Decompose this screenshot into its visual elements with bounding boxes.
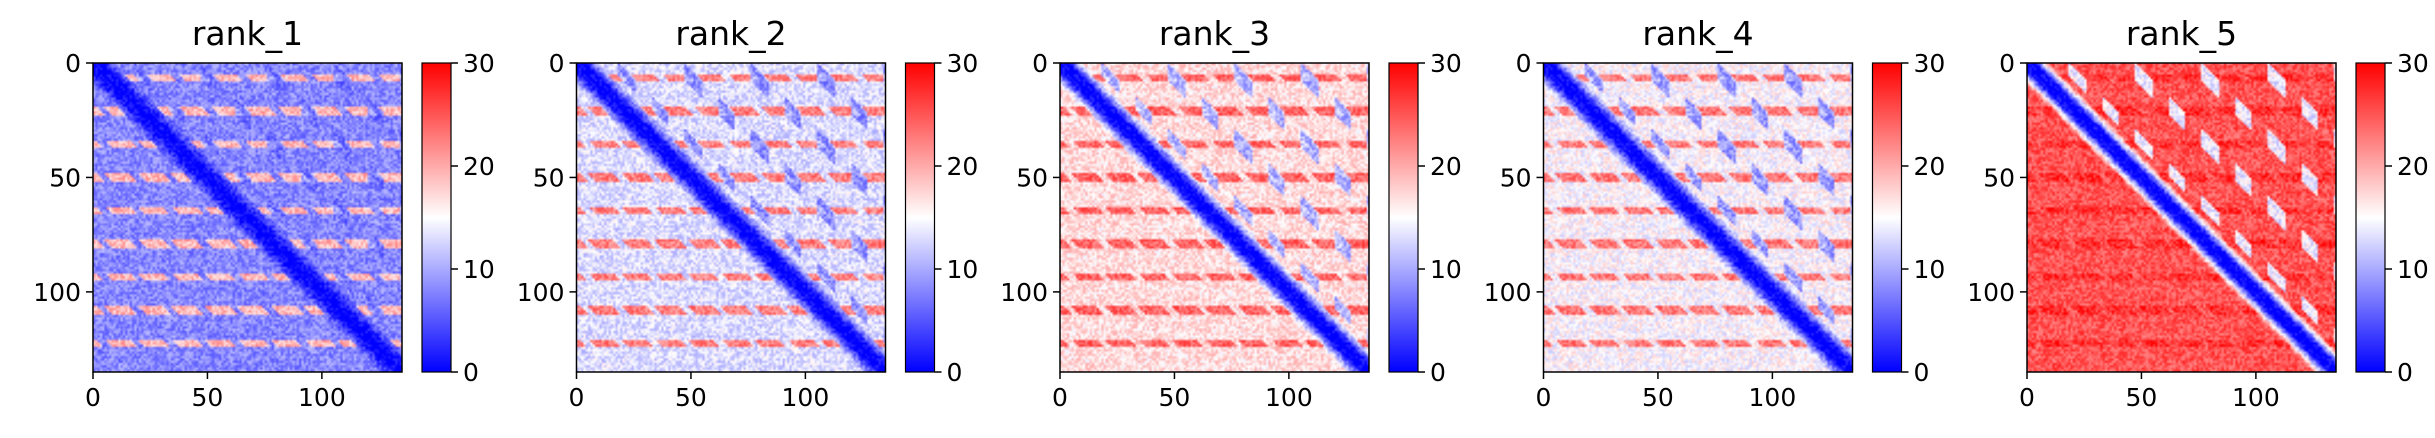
colorbar-tick-label: 30 xyxy=(463,49,495,78)
colorbar-tick-label: 0 xyxy=(947,358,963,387)
x-tick-label: 0 xyxy=(85,383,101,412)
x-tick-label: 100 xyxy=(1265,383,1313,412)
heatmap-panel-5: rank_5 0 50 100 0 50 100 0 10 20 30 xyxy=(1967,14,2429,412)
y-tick-label: 100 xyxy=(517,278,565,307)
colorbar-tick-label: 10 xyxy=(463,255,495,284)
chart-title: rank_3 xyxy=(1159,14,1270,53)
colorbar-tick-label: 0 xyxy=(1430,358,1446,387)
colorbar-gradient xyxy=(904,62,936,373)
heatmap-image xyxy=(1060,63,1369,372)
axes-frame xyxy=(92,62,403,373)
x-tick-label: 100 xyxy=(298,383,346,412)
colorbar-tick-label: 10 xyxy=(2397,255,2429,284)
heatmap-panel-2: rank_2 0 50 100 0 50 100 0 10 20 30 xyxy=(517,14,979,412)
colorbar-gradient xyxy=(421,62,452,373)
colorbar: 0 10 20 30 xyxy=(421,49,495,387)
colorbar-tick-label: 20 xyxy=(947,152,979,181)
colorbar-gradient xyxy=(2355,62,2386,373)
axes-frame xyxy=(1542,62,1854,373)
chart-title: rank_4 xyxy=(1642,14,1753,53)
x-tick-label: 100 xyxy=(1749,383,1797,412)
y-tick-label: 50 xyxy=(1983,163,2015,192)
colorbar: 0 10 20 30 xyxy=(2355,49,2429,387)
colorbar-tick-label: 0 xyxy=(463,358,479,387)
heatmap-image xyxy=(576,63,886,372)
y-tick-label: 0 xyxy=(549,49,565,78)
y-tick-label: 0 xyxy=(1516,49,1532,78)
colorbar-tick-label: 20 xyxy=(2397,152,2429,181)
colorbar: 0 10 20 30 xyxy=(904,49,979,387)
colorbar-tick-label: 20 xyxy=(463,152,495,181)
colorbar-tick-label: 30 xyxy=(2397,49,2429,78)
colorbar-tick-label: 0 xyxy=(2397,358,2413,387)
y-tick-label: 100 xyxy=(1484,278,1532,307)
colorbar-gradient xyxy=(1871,62,1903,373)
x-tick-label: 50 xyxy=(192,383,224,412)
colorbar-tick-label: 30 xyxy=(947,49,979,78)
x-tick-label: 100 xyxy=(782,383,830,412)
y-tick-label: 0 xyxy=(1032,49,1048,78)
x-tick-label: 0 xyxy=(1052,383,1068,412)
x-tick-label: 0 xyxy=(1536,383,1552,412)
heatmap-image xyxy=(93,63,402,372)
y-tick-label: 0 xyxy=(65,49,81,78)
heatmap-panel-1: rank_1 0 50 100 0 50 100 0 10 20 30 xyxy=(33,14,495,412)
axes-frame xyxy=(575,62,887,373)
colorbar: 0 10 20 30 xyxy=(1871,49,1946,387)
colorbar-tick-label: 10 xyxy=(947,255,979,284)
chart-title: rank_1 xyxy=(192,14,303,53)
heatmap-panel-3: rank_3 0 50 100 0 50 100 0 10 20 30 xyxy=(1000,14,1462,412)
colorbar-gradient xyxy=(1388,62,1419,373)
colorbar-tick-label: 30 xyxy=(1430,49,1462,78)
heatmap-panel-4: rank_4 0 50 100 0 50 100 0 10 20 30 xyxy=(1484,14,1946,412)
x-tick-label: 50 xyxy=(1642,383,1674,412)
x-tick-label: 50 xyxy=(1159,383,1191,412)
y-tick-label: 50 xyxy=(49,163,81,192)
x-tick-label: 100 xyxy=(2232,383,2280,412)
colorbar: 0 10 20 30 xyxy=(1388,49,1462,387)
colorbar-tick-label: 0 xyxy=(1914,358,1930,387)
y-tick-label: 0 xyxy=(1999,49,2015,78)
x-tick-label: 0 xyxy=(569,383,585,412)
y-tick-label: 100 xyxy=(1967,278,2015,307)
y-tick-label: 50 xyxy=(1016,163,1048,192)
y-tick-label: 50 xyxy=(1500,163,1532,192)
x-tick-label: 50 xyxy=(2126,383,2158,412)
axes-frame xyxy=(2026,62,2337,373)
heatmap-image xyxy=(2027,63,2336,372)
y-tick-label: 100 xyxy=(33,278,81,307)
x-tick-label: 50 xyxy=(675,383,707,412)
axes-frame xyxy=(1059,62,1370,373)
colorbar-tick-label: 20 xyxy=(1914,152,1946,181)
colorbar-tick-label: 30 xyxy=(1914,49,1946,78)
y-tick-label: 50 xyxy=(533,163,565,192)
y-tick-label: 100 xyxy=(1000,278,1048,307)
colorbar-tick-label: 10 xyxy=(1430,255,1462,284)
colorbar-tick-label: 20 xyxy=(1430,152,1462,181)
heatmap-image xyxy=(1543,63,1853,372)
colorbar-tick-label: 10 xyxy=(1914,255,1946,284)
x-tick-label: 0 xyxy=(2019,383,2035,412)
chart-title: rank_5 xyxy=(2126,14,2237,53)
chart-title: rank_2 xyxy=(675,14,786,53)
